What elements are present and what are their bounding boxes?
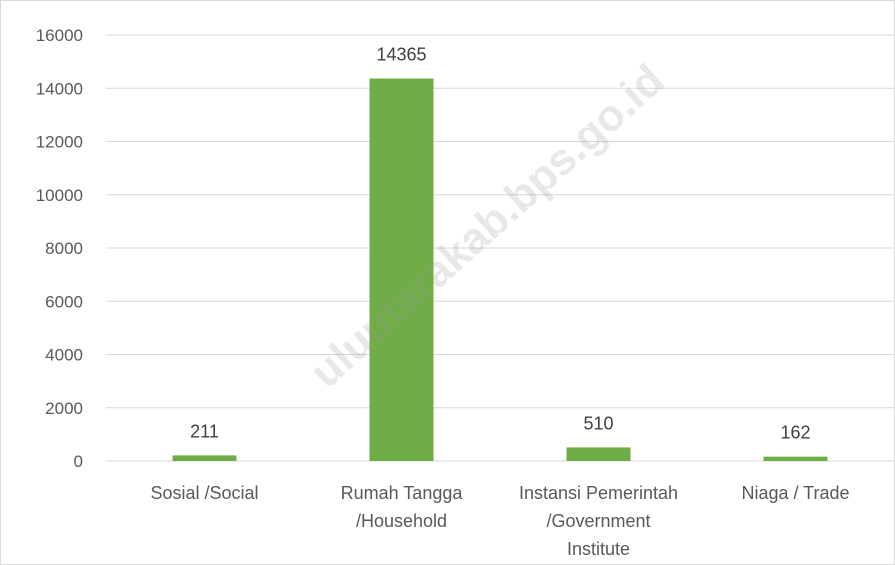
category-label: Institute <box>567 539 630 559</box>
bar <box>369 78 434 462</box>
gridlines <box>106 34 894 462</box>
category-label: Instansi Pemerintah <box>519 483 678 503</box>
y-tick-label: 8000 <box>45 239 83 258</box>
y-tick-label: 14000 <box>36 79 83 98</box>
category-label: Sosial /Social <box>150 483 258 503</box>
category-label: /Household <box>356 511 447 531</box>
y-tick-label: 4000 <box>45 346 83 365</box>
data-label: 211 <box>190 421 219 441</box>
bar <box>172 455 237 461</box>
y-tick-label: 16000 <box>36 26 83 45</box>
bar <box>566 447 631 461</box>
bars <box>172 78 828 462</box>
data-label: 14365 <box>376 45 426 65</box>
category-label: Niaga / Trade <box>741 483 849 503</box>
data-labels: 211 14365 510 162 <box>190 45 810 443</box>
y-tick-label: 6000 <box>45 292 83 311</box>
category-label: /Government <box>546 511 650 531</box>
y-axis-tick-labels: 0 2000 4000 6000 8000 10000 12000 14000 16000 <box>36 26 83 471</box>
category-labels: Sosial /Social Rumah Tangga/Household Inst… <box>150 483 849 559</box>
y-tick-label: 2000 <box>45 399 83 418</box>
bar <box>763 456 828 461</box>
y-tick-label: 12000 <box>36 133 83 152</box>
data-label: 510 <box>583 413 613 433</box>
category-label: Rumah Tangga <box>341 483 464 503</box>
data-label: 162 <box>780 423 810 443</box>
y-tick-label: 10000 <box>36 186 83 205</box>
y-tick-label: 0 <box>74 452 83 471</box>
